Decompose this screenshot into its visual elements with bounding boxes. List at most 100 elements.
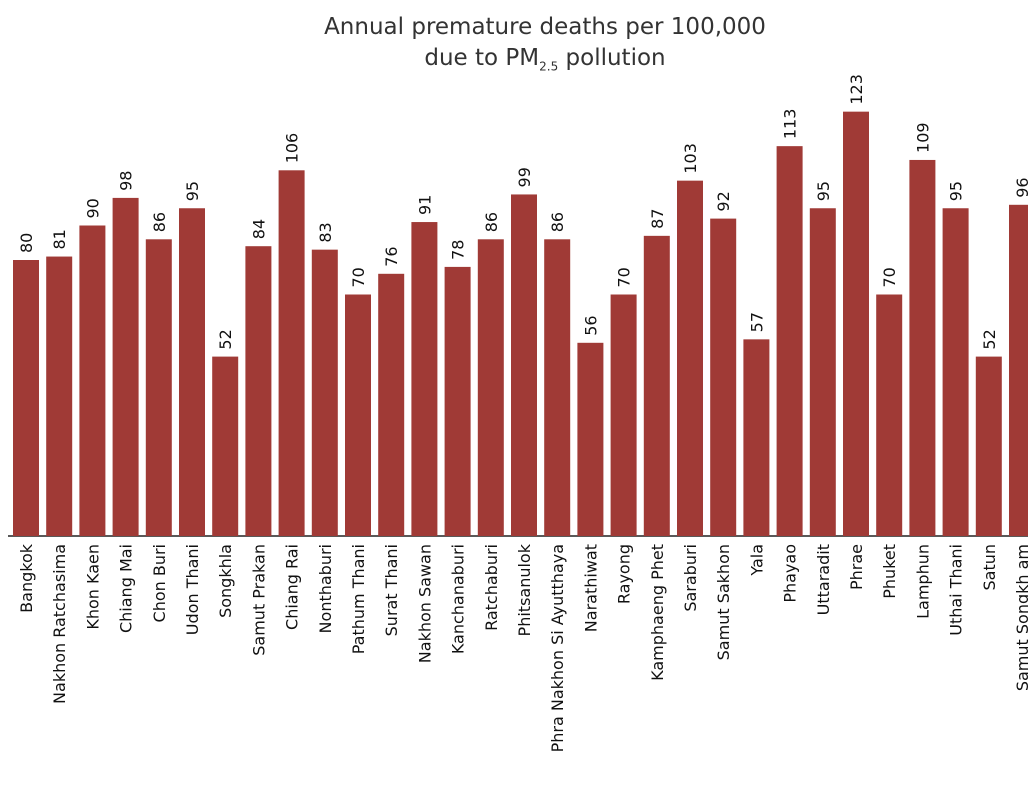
bar-24	[809, 208, 836, 536]
x-tick-label-13: Kanchanaburi	[449, 544, 468, 654]
x-tick-label-16: Phra Nakhon Si Ayutthaya	[548, 544, 567, 752]
bar-13	[444, 266, 471, 536]
bar-26	[876, 294, 903, 536]
x-tick-label-17: Narathiwat	[581, 544, 600, 632]
value-label-13: 78	[449, 240, 468, 260]
value-label-23: 113	[781, 109, 800, 140]
x-tick-label-23: Phayao	[781, 544, 800, 603]
value-label-1: 81	[50, 229, 69, 249]
bar-25	[843, 111, 869, 537]
value-label-21: 92	[714, 191, 733, 211]
value-label-7: 84	[249, 219, 268, 239]
bar-17	[577, 342, 604, 536]
bar-27	[909, 159, 936, 536]
title-suffix: pollution	[558, 45, 666, 71]
x-tick-label-0: Bangkok	[17, 543, 36, 613]
x-tick-label-22: Yala	[747, 544, 766, 577]
x-tick-label-15: Phitsanulok	[515, 543, 534, 636]
value-label-15: 99	[515, 167, 534, 187]
value-label-14: 86	[482, 212, 501, 232]
bar-21	[710, 218, 737, 536]
bar-22	[743, 339, 770, 536]
bar-18	[610, 294, 637, 536]
chart-title-line2: due to PM2.5 pollution	[0, 43, 1028, 83]
bar-7	[245, 246, 272, 536]
x-tick-label-30: Samut Songkh am	[1013, 544, 1028, 691]
value-label-29: 52	[980, 329, 999, 349]
x-tick-label-4: Chon Buri	[150, 544, 169, 622]
value-label-12: 91	[415, 195, 434, 215]
bar-6	[212, 356, 239, 536]
x-tick-label-14: Ratchaburi	[482, 544, 501, 631]
value-labels-group: 80 81 90 98 86 95 52 84 106 83 70 76 91 78 86 99 86 56 70 8…	[17, 74, 1028, 349]
x-tick-label-24: Uttaradit	[814, 544, 833, 615]
bar-8	[278, 170, 305, 537]
x-tick-label-29: Satun	[980, 544, 999, 591]
value-label-9: 83	[316, 222, 335, 242]
x-tick-label-5: Udon Thani	[183, 544, 202, 635]
bar-23	[776, 146, 803, 536]
value-label-0: 80	[17, 233, 36, 253]
value-label-6: 52	[216, 329, 235, 349]
bar-19	[643, 235, 670, 536]
x-tick-label-21: Samut Sakhon	[714, 544, 733, 660]
bar-5	[179, 208, 205, 536]
x-tick-label-8: Chiang Rai	[283, 544, 302, 630]
bar-9	[311, 249, 338, 536]
x-tick-label-3: Chiang Mai	[117, 544, 136, 633]
x-tick-labels-group: Bangkok Nakhon Ratchasima Khon Kaen Chiang …	[17, 543, 1028, 752]
bar-20	[677, 180, 703, 536]
bars-group	[13, 111, 1028, 537]
bar-28	[942, 208, 969, 536]
value-label-30: 96	[1013, 177, 1028, 197]
chart-title-line1: Annual premature deaths per 100,000	[324, 14, 766, 40]
title-subscript: 2.5	[539, 59, 559, 74]
bar-4	[145, 239, 172, 537]
value-label-10: 70	[349, 267, 368, 287]
bar-11	[378, 273, 405, 536]
bar-16	[544, 239, 571, 537]
bar-3	[112, 197, 139, 536]
title-prefix: due to PM	[424, 45, 540, 71]
value-label-18: 70	[615, 267, 634, 287]
value-label-26: 70	[880, 267, 899, 287]
bar-30	[1009, 204, 1028, 537]
bar-12	[411, 222, 438, 537]
x-tick-label-18: Rayong	[615, 544, 634, 604]
bar-10	[345, 294, 371, 536]
value-label-3: 98	[117, 171, 136, 191]
x-tick-label-27: Lamphun	[913, 544, 932, 619]
bar-1	[46, 256, 73, 536]
x-tick-label-19: Kamphaeng Phet	[648, 544, 667, 681]
bar-14	[477, 239, 504, 537]
value-label-22: 57	[747, 312, 766, 332]
value-label-11: 76	[382, 246, 401, 266]
x-tick-label-6: Songkhla	[216, 544, 235, 618]
chart-title: Annual premature deaths per 100,000 due …	[0, 12, 1028, 83]
value-label-2: 90	[83, 198, 102, 218]
value-label-27: 109	[913, 122, 932, 153]
bar-15	[511, 194, 537, 536]
x-tick-label-11: Surat Thani	[382, 544, 401, 636]
value-label-5: 95	[183, 181, 202, 201]
x-tick-label-28: Uthai Thani	[947, 544, 966, 636]
value-label-24: 95	[814, 181, 833, 201]
x-tick-label-10: Pathum Thani	[349, 544, 368, 654]
value-label-20: 103	[681, 143, 700, 174]
value-label-28: 95	[947, 181, 966, 201]
x-tick-label-1: Nakhon Ratchasima	[50, 544, 69, 704]
x-tick-label-9: Nonthaburi	[316, 544, 335, 633]
x-tick-label-2: Khon Kaen	[83, 544, 102, 630]
value-label-4: 86	[150, 212, 169, 232]
value-label-8: 106	[283, 133, 302, 164]
x-tick-label-12: Nakhon Sawan	[415, 544, 434, 663]
x-tick-label-25: Phrae	[847, 544, 866, 590]
bar-29	[975, 356, 1002, 536]
value-label-25: 123	[847, 74, 866, 105]
bar-2	[79, 225, 106, 536]
value-label-19: 87	[648, 208, 667, 228]
x-tick-label-7: Samut Prakan	[249, 544, 268, 656]
value-label-17: 56	[581, 315, 600, 335]
x-tick-label-20: Saraburi	[681, 544, 700, 612]
